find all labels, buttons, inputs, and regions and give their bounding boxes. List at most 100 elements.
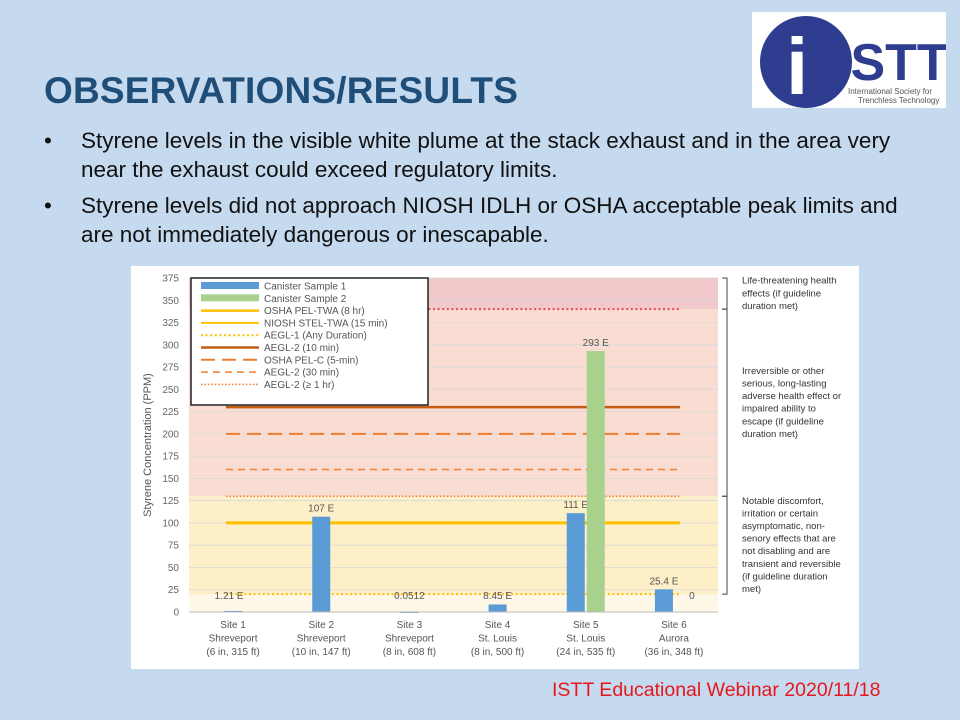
x-category-label: Site 1 [220, 620, 246, 631]
y-tick-label: 200 [162, 429, 179, 440]
annotation-text: senory effects that are [742, 534, 836, 545]
x-category-label: Shreveport [385, 634, 434, 645]
y-tick-label: 25 [168, 585, 180, 596]
x-category-label: (24 in, 535 ft) [556, 647, 615, 658]
y-tick-label: 175 [162, 452, 179, 463]
y-tick-label: 50 [168, 563, 180, 574]
x-category-label: Site 5 [573, 620, 599, 631]
annotation-text: effects (if guideline [742, 288, 821, 299]
styrene-chart: 0 25 50 75 100 125 150 175 200 225 250 275 300 325 350… [131, 266, 859, 669]
legend-swatch [201, 282, 259, 289]
annotation-text: met) [742, 584, 761, 595]
bar-label-canister-1: 107 E [308, 504, 334, 515]
logo-circle [760, 16, 852, 108]
logo-caption-line2: Trenchless Technology [858, 96, 939, 105]
x-category-label: St. Louis [478, 634, 517, 645]
y-tick-label: 150 [162, 474, 179, 485]
x-category-label: St. Louis [566, 634, 605, 645]
y-tick-label: 350 [162, 296, 179, 307]
bullet-glyph: • [44, 128, 52, 153]
x-category-label: Site 3 [397, 620, 423, 631]
x-category-label: (8 in, 608 ft) [383, 647, 436, 658]
slide-title: OBSERVATIONS/RESULTS [44, 70, 519, 111]
x-category-label: Aurora [659, 634, 689, 645]
annotation-text: duration met) [742, 301, 798, 312]
hazard-zone [189, 594, 718, 612]
x-category-label: (8 in, 500 ft) [471, 647, 524, 658]
annotation-bracket [722, 277, 728, 310]
bullet-text: Styrene levels did not approach NIOSH ID… [81, 193, 898, 247]
bar-label-canister-2: 293 E [583, 338, 609, 349]
legend-label: AEGL-2 (10 min) [264, 343, 339, 354]
annotation-text: Life-threatening health [742, 276, 837, 287]
bar-label-canister-1: 1.21 E [215, 591, 244, 602]
y-axis-title: Styrene Concentration (PPM) [142, 373, 154, 517]
y-tick-label: 275 [162, 363, 179, 374]
x-category-label: Site 4 [485, 620, 511, 631]
bullet-item: • Styrene levels did not approach NIOSH I… [44, 191, 924, 249]
logo-caption-line1: International Society for [848, 87, 932, 96]
x-category-label: Shreveport [297, 634, 346, 645]
logo-wordmark: iSTT [836, 34, 946, 92]
annotation-text: not disabling and are [742, 546, 830, 557]
y-tick-label: 125 [162, 496, 179, 507]
annotation-text: asymptomatic, non- [742, 521, 825, 532]
y-tick-label: 0 [173, 608, 179, 619]
annotation-bracket [722, 495, 728, 595]
bar-canister-1 [566, 513, 585, 612]
bar-label-canister-2: 0 [689, 591, 695, 602]
bar-label-canister-1: 8.45 E [483, 591, 512, 602]
x-category-label: Site 2 [308, 620, 334, 631]
annotation-text: Irreversible or other [742, 366, 824, 377]
bullet-item: • Styrene levels in the visible white plu… [44, 126, 924, 184]
y-tick-label: 300 [162, 340, 179, 351]
istt-logo: i iSTT International Society for Trenchl… [752, 12, 949, 111]
annotation-text: transient and reversible [742, 559, 841, 570]
y-tick-label: 225 [162, 407, 179, 418]
bar-label-canister-1: 111 E [563, 500, 588, 511]
bar-label-canister-1: 0.0512 [394, 591, 425, 602]
legend-label: OSHA PEL-C (5-min) [264, 355, 358, 366]
chart-svg: 0 25 50 75 100 125 150 175 200 225 250 275 300 325 350… [142, 274, 841, 659]
y-tick-label: 100 [162, 518, 179, 529]
y-tick-label: 75 [168, 541, 180, 552]
legend-label: OSHA PEL-TWA (8 hr) [264, 306, 365, 317]
bullet-list: • Styrene levels in the visible white plu… [44, 126, 924, 256]
x-category-label: Site 6 [661, 620, 687, 631]
y-tick-label: 325 [162, 318, 179, 329]
annotation-text: irritation or certain [742, 508, 818, 519]
annotation-text: escape (if guideline [742, 416, 824, 427]
bar-canister-1 [224, 610, 243, 612]
bar-canister-2 [586, 351, 605, 612]
annotation-text: (if guideline duration [742, 571, 828, 582]
logo-letter-i: i [786, 22, 808, 108]
y-tick-label: 250 [162, 385, 179, 396]
x-category-label: (6 in, 315 ft) [206, 647, 259, 658]
legend-label: AEGL-1 (Any Duration) [264, 331, 367, 342]
bar-canister-1 [312, 516, 331, 612]
annotation-text: impaired ability to [742, 404, 816, 415]
legend-label: NIOSH STEL-TWA (15 min) [264, 318, 388, 329]
bar-canister-1 [488, 604, 507, 612]
annotation-bracket [722, 308, 728, 497]
legend-label: Canister Sample 1 [264, 282, 347, 293]
istt-logo-graphic: i iSTT International Society for Trenchl… [760, 16, 949, 111]
annotation-text: Notable discomfort, [742, 496, 824, 507]
annotation-text: duration met) [742, 429, 798, 440]
x-category-label: (36 in, 348 ft) [644, 647, 703, 658]
bar-canister-1 [654, 589, 673, 612]
x-category-label: Shreveport [209, 634, 258, 645]
footer-text: ISTT Educational Webinar 2020/11/18 [552, 679, 881, 701]
bullet-glyph: • [44, 193, 52, 218]
bar-label-canister-1: 25.4 E [649, 576, 678, 587]
legend-swatch [201, 294, 259, 302]
x-category-label: (10 in, 147 ft) [292, 647, 351, 658]
y-tick-label: 375 [162, 274, 179, 285]
legend-label: AEGL-2 (30 min) [264, 368, 339, 379]
legend-label: Canister Sample 2 [264, 294, 347, 305]
bullet-text: Styrene levels in the visible white plum… [81, 128, 891, 182]
annotation-text: serious, long-lasting [742, 378, 827, 389]
legend-label: AEGL-2 (≥ 1 hr) [264, 380, 335, 391]
legend-box [190, 277, 429, 406]
annotation-text: adverse health effect or [742, 391, 841, 402]
